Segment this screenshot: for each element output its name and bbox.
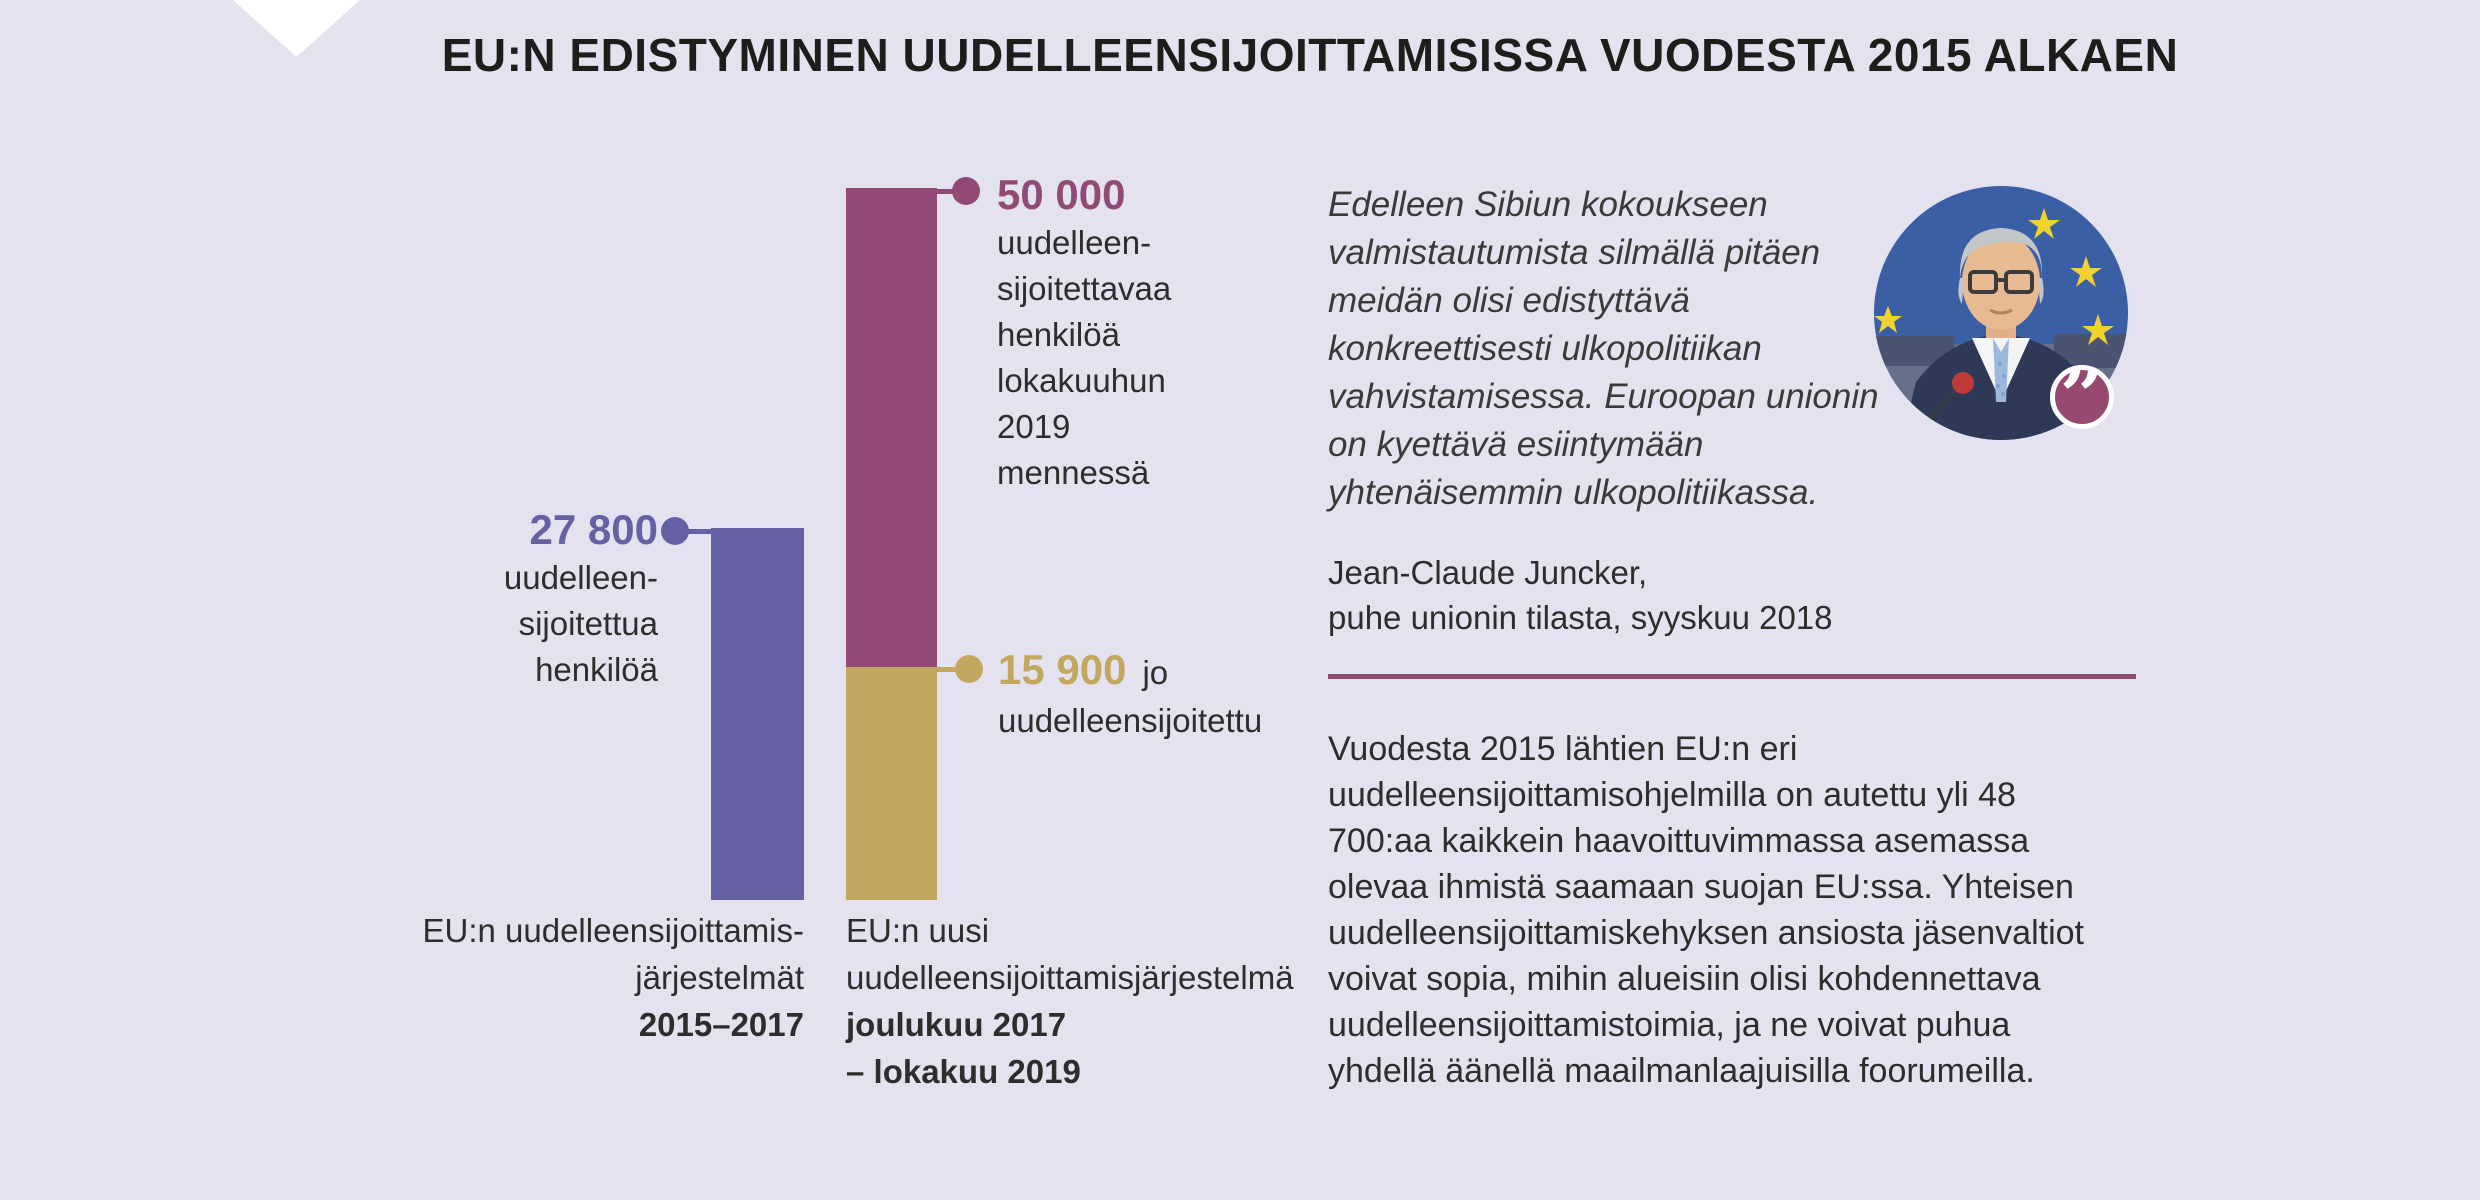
value-50000: 50 000 bbox=[997, 171, 1126, 218]
connector-dot-50000 bbox=[952, 177, 980, 205]
juncker-quote: Edelleen Sibiun kokoukseen valmistautumi… bbox=[1328, 185, 1879, 512]
axis-label-scheme-2015-2017: EU:n uudelleensijoittamis- järjestelmät … bbox=[422, 912, 804, 1043]
bar-resettled-2015-2017 bbox=[711, 528, 804, 900]
annotation-15900: 15 900 jo uudelleensijoitettu bbox=[998, 646, 1263, 739]
bar-target-50000 bbox=[846, 188, 937, 667]
axis-label-scheme-2017-2019: EU:n uusi uudelleensijoittamisjärjestelm… bbox=[846, 912, 1294, 1090]
corner-triangle-decoration bbox=[233, 0, 360, 57]
body-paragraph: Vuodesta 2015 lähtien EU:n eri uudelleen… bbox=[1328, 730, 2084, 1090]
section-divider bbox=[1328, 674, 2136, 679]
connector-dot-15900 bbox=[955, 655, 983, 683]
eu-stars bbox=[1874, 208, 2114, 345]
value-27800: 27 800 bbox=[529, 506, 658, 553]
connector-line-15900 bbox=[933, 667, 967, 672]
annotation-50000: 50 000 uudelleen- sijoitettavaa henkilöä… bbox=[997, 170, 1397, 496]
annotation-27800: 27 800 uudelleen- sijoitettua henkilöä bbox=[300, 505, 658, 693]
connector-dot-27800 bbox=[661, 517, 689, 545]
quote-icon: ” bbox=[2050, 365, 2114, 429]
page-title: EU:N EDISTYMINEN UUDELLEENSIJOITTAMISISS… bbox=[441, 29, 2179, 81]
connector-line-27800 bbox=[675, 529, 717, 534]
value-15900: 15 900 jo bbox=[998, 646, 1169, 693]
glasses bbox=[1968, 270, 2034, 294]
connector-line-50000 bbox=[933, 189, 965, 194]
bar-done-15900 bbox=[846, 667, 937, 900]
quote-attribution: Jean-Claude Juncker, puhe unionin tilast… bbox=[1328, 554, 1833, 636]
